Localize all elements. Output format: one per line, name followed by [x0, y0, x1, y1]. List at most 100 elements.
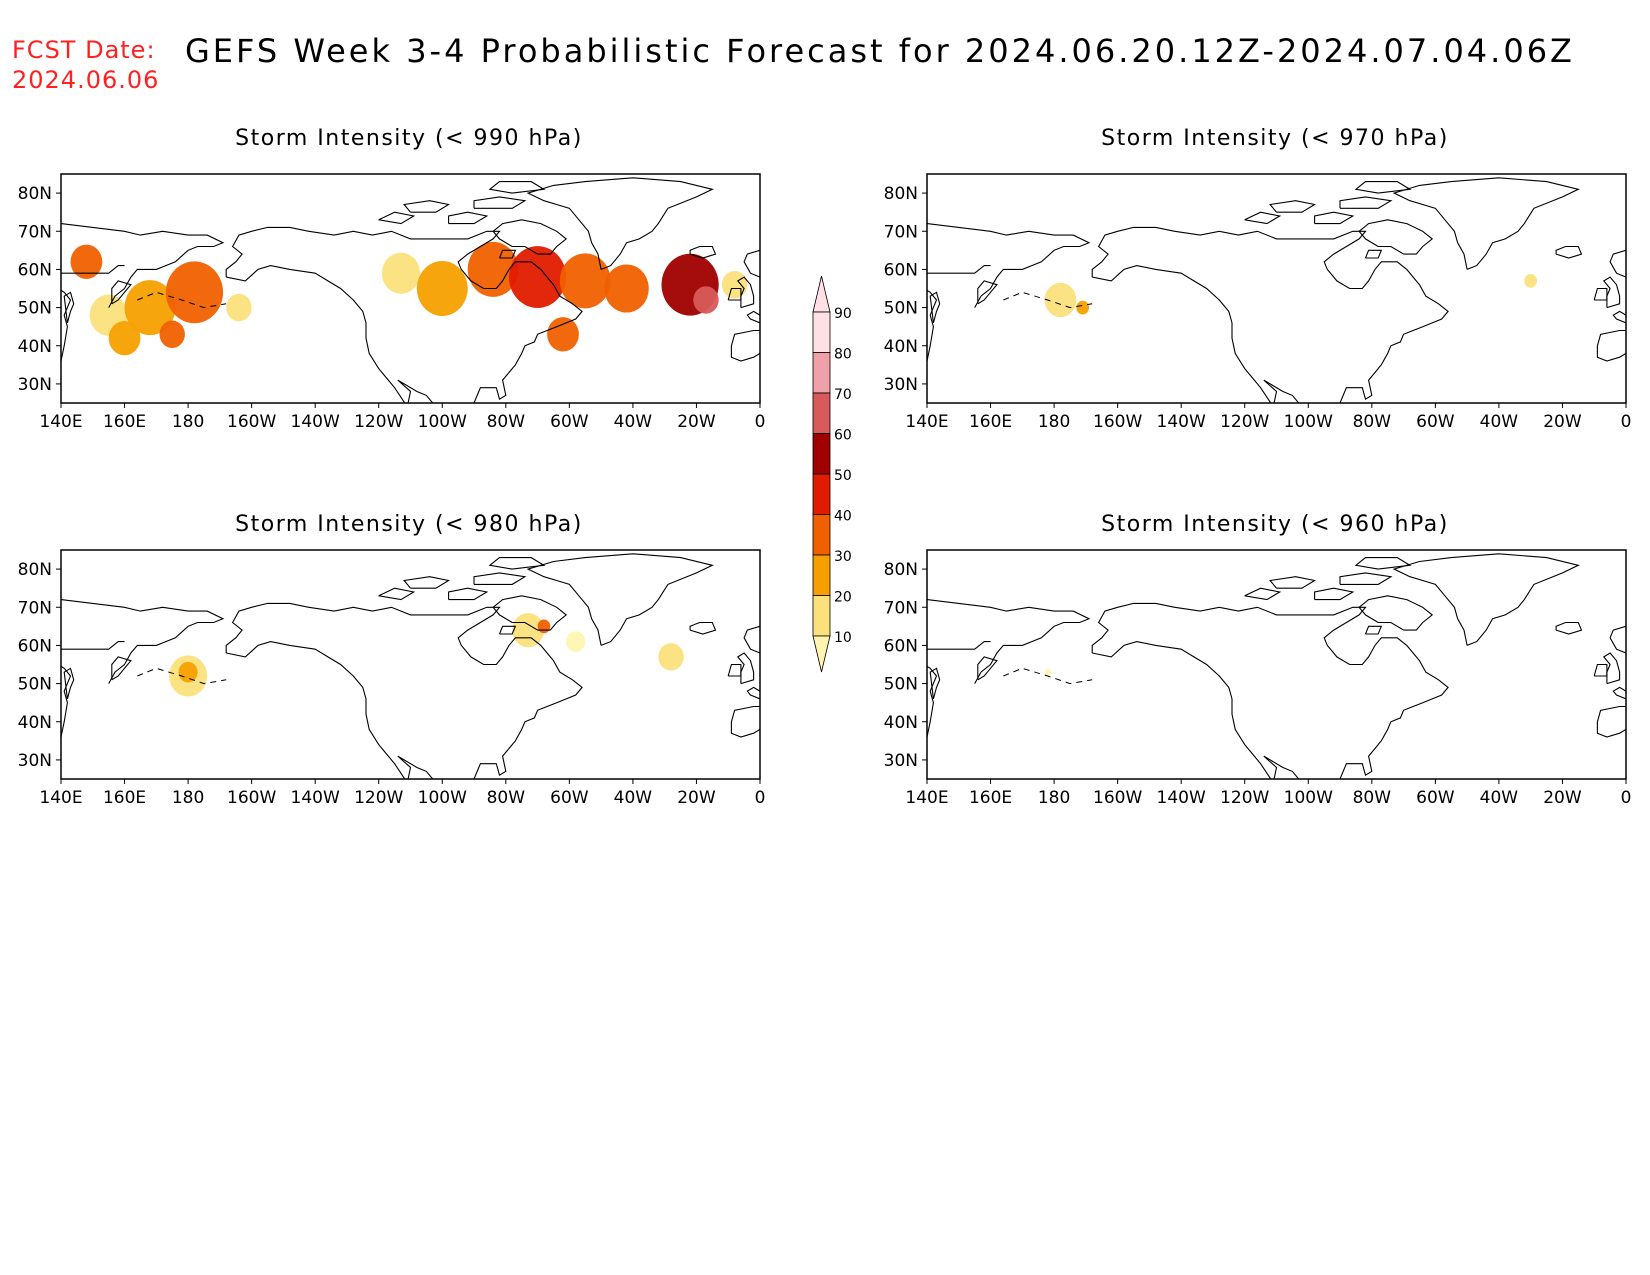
y-tick-label: 40N [884, 713, 918, 733]
coastline [1602, 652, 1621, 685]
coastline [1269, 576, 1317, 589]
x-tick-label: 160W [227, 788, 276, 808]
x-tick-label: 20W [677, 412, 716, 432]
coastline [1339, 572, 1393, 585]
x-tick-label: 160W [1093, 788, 1142, 808]
coastline [977, 280, 998, 305]
map-area [927, 177, 1626, 403]
fcst-label: FCST Date: [12, 36, 156, 64]
x-tick-label: 120W [354, 412, 403, 432]
y-tick-label: 60N [884, 636, 918, 656]
coastline [1593, 287, 1608, 301]
y-tick-label: 60N [18, 260, 52, 280]
coastline [1358, 595, 1434, 631]
y-tick-label: 40N [884, 337, 918, 357]
coastline [929, 291, 941, 324]
x-tick-label: 140E [905, 412, 948, 432]
map-frame [926, 173, 1627, 404]
colorbar-segment [812, 433, 831, 475]
coastline [488, 557, 546, 570]
coastline [1602, 276, 1621, 309]
probability-region [658, 643, 684, 671]
x-tick-label: 60W [550, 412, 589, 432]
x-tick-label: 120W [1220, 412, 1269, 432]
y-tick-label: 70N [884, 598, 918, 618]
colorbar-label: 80 [834, 347, 852, 363]
probability-region [537, 619, 551, 634]
dateline-boundary [137, 291, 227, 309]
coastline [473, 572, 527, 585]
colorbar-label: 20 [834, 590, 852, 606]
x-tick-label: 140W [1157, 788, 1206, 808]
map-frame [60, 549, 761, 780]
x-tick-label: 160E [969, 412, 1012, 432]
y-tick-label: 80N [884, 560, 918, 580]
probability-region [381, 252, 421, 294]
panel-title-960: Storm Intensity (< 960 hPa) [1101, 512, 1449, 537]
coastline [1609, 625, 1626, 654]
x-tick-label: 160W [1093, 412, 1142, 432]
coastline [111, 656, 132, 681]
probability-region [721, 270, 748, 299]
x-tick-label: 140E [905, 788, 948, 808]
coastline [448, 587, 489, 601]
x-tick-label: 20W [1543, 788, 1582, 808]
panel-title-970: Storm Intensity (< 970 hPa) [1101, 126, 1449, 151]
coastline [61, 289, 72, 362]
coastline [743, 625, 760, 654]
y-tick-label: 40N [18, 337, 52, 357]
coastline [1091, 602, 1449, 779]
coastline [929, 667, 941, 700]
x-tick-label: 160E [103, 788, 146, 808]
coastline [927, 223, 1091, 308]
x-tick-label: 0 [755, 412, 766, 432]
probability-region [108, 320, 141, 356]
x-tick-label: 140W [1157, 412, 1206, 432]
colorbar-segment [812, 554, 831, 596]
x-tick-label: 40W [614, 412, 653, 432]
dateline-boundary [1003, 667, 1093, 685]
colorbar-label: 30 [834, 549, 852, 565]
map-panel-p980: 140E 160E 180 160W 140W 120W 100W 80W 60W 40W 20W 0… [18, 549, 766, 808]
panel-title-990: Storm Intensity (< 990 hPa) [235, 126, 583, 151]
coastline [63, 291, 75, 324]
probability-region [1044, 668, 1051, 676]
y-tick-label: 30N [18, 375, 52, 395]
map-area [927, 553, 1626, 779]
map-frame [926, 549, 1627, 780]
x-tick-label: 140E [39, 412, 82, 432]
coastline [378, 211, 416, 225]
coastline [1596, 329, 1626, 362]
coastline [689, 245, 717, 259]
coastline [1612, 310, 1626, 324]
coastline [927, 641, 991, 650]
x-tick-label: 20W [1543, 412, 1582, 432]
x-tick-label: 160W [227, 412, 276, 432]
y-tick-label: 60N [18, 636, 52, 656]
x-tick-label: 120W [354, 788, 403, 808]
map-frame [60, 173, 761, 404]
colorbar-label: 70 [834, 387, 852, 403]
y-tick-label: 30N [884, 375, 918, 395]
x-tick-label: 0 [755, 788, 766, 808]
coastline [1354, 181, 1412, 194]
coastline [1392, 177, 1580, 270]
coastline [1364, 249, 1383, 259]
dateline-boundary [137, 667, 227, 685]
colorbar-label: 40 [834, 509, 852, 525]
y-tick-label: 60N [884, 260, 918, 280]
probability-region [512, 612, 544, 648]
coastline [1091, 226, 1449, 403]
coastline [488, 181, 546, 194]
coastline [1555, 621, 1583, 635]
coastline [61, 223, 225, 308]
colorbar-segment [812, 352, 831, 394]
dateline-boundary [1003, 291, 1093, 309]
coastline [727, 663, 742, 677]
coastline [746, 310, 760, 324]
map-panel-p990: 140E 160E 180 160W 140W 120W 100W 80W 60W 40W 20W 0… [18, 173, 766, 432]
colorbar-label: 90 [834, 306, 852, 322]
coastline [746, 686, 760, 700]
x-tick-label: 100W [1284, 788, 1333, 808]
x-tick-label: 140W [291, 788, 340, 808]
